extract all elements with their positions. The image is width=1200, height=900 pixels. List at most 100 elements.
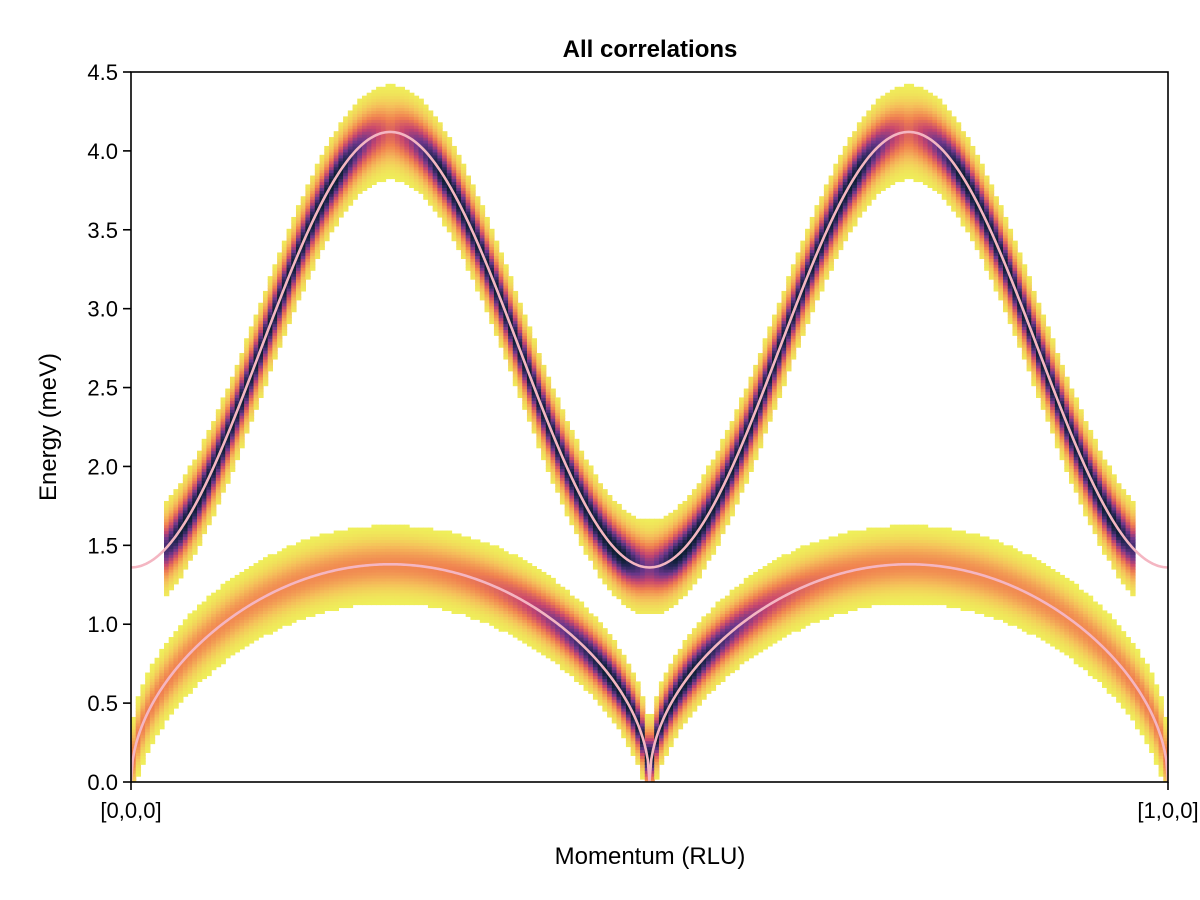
heat-cell xyxy=(366,539,372,543)
heat-cell xyxy=(196,471,203,475)
heat-cell xyxy=(484,574,490,579)
heat-cell xyxy=(140,731,146,736)
heat-cell xyxy=(503,341,509,345)
heat-cell xyxy=(409,574,415,579)
heat-cell xyxy=(442,178,448,183)
heat-cell xyxy=(437,145,443,150)
heat-cell xyxy=(493,583,500,588)
heat-cell xyxy=(545,580,552,585)
heat-cell xyxy=(262,610,269,614)
heat-cell xyxy=(423,116,429,120)
heat-cell xyxy=(286,252,292,257)
heat-cell xyxy=(291,308,297,313)
heat-cell xyxy=(173,489,179,493)
heat-cell xyxy=(394,524,401,529)
heat-cell xyxy=(347,175,354,180)
heat-cell xyxy=(460,607,467,612)
heat-cell xyxy=(376,116,382,120)
heat-cell xyxy=(380,524,387,529)
heat-cell xyxy=(206,607,212,612)
heat-cell xyxy=(413,166,420,171)
heat-cell xyxy=(338,542,344,546)
heat-cell xyxy=(225,598,231,603)
heat-cell xyxy=(437,580,443,585)
heat-cell xyxy=(220,604,226,609)
heat-cell xyxy=(286,246,292,251)
heat-cell xyxy=(168,663,175,668)
heat-cell xyxy=(442,211,448,215)
heat-cell xyxy=(517,314,523,319)
heat-cell xyxy=(526,388,533,393)
heat-cell xyxy=(522,353,528,357)
heat-cell xyxy=(182,625,189,629)
heat-cell xyxy=(220,583,226,588)
heat-cell xyxy=(324,536,330,541)
heat-cell xyxy=(239,367,245,372)
heat-cell xyxy=(394,116,401,120)
heat-cell xyxy=(338,140,344,144)
heat-cell xyxy=(196,648,203,653)
heat-cell xyxy=(404,151,410,156)
heat-cell xyxy=(244,361,250,366)
heat-cell xyxy=(248,595,255,600)
heat-cell xyxy=(328,199,335,203)
heat-cell xyxy=(248,598,255,603)
heat-cell xyxy=(182,648,189,653)
heat-cell xyxy=(380,163,387,168)
heat-cell xyxy=(526,379,533,384)
heat-cell xyxy=(512,601,519,606)
heat-cell xyxy=(338,160,344,165)
heat-cell xyxy=(310,560,316,564)
heat-cell xyxy=(239,353,245,357)
heat-cell xyxy=(413,577,420,582)
heat-cell xyxy=(291,225,297,230)
heat-cell xyxy=(178,569,184,573)
heat-cell xyxy=(404,166,410,171)
heat-cell xyxy=(423,563,429,567)
heat-cell xyxy=(286,560,292,564)
heat-cell xyxy=(258,589,264,594)
heat-cell xyxy=(220,453,226,458)
heat-cell xyxy=(281,589,288,594)
heat-cell xyxy=(475,592,481,597)
heat-cell xyxy=(324,214,330,218)
heat-cell xyxy=(229,397,236,401)
heat-cell xyxy=(187,465,193,470)
heat-cell xyxy=(343,560,349,564)
heat-cell xyxy=(517,616,523,620)
heat-cell xyxy=(277,285,283,289)
heat-cell xyxy=(192,631,198,635)
heat-cell xyxy=(404,95,410,100)
heat-cell xyxy=(371,551,377,555)
heat-cell xyxy=(489,610,495,614)
heat-cell xyxy=(310,240,316,245)
heat-cell xyxy=(399,586,405,591)
heat-cell xyxy=(343,208,349,212)
heat-cell xyxy=(262,299,269,304)
heat-cell xyxy=(456,539,462,543)
heat-cell xyxy=(508,557,514,561)
heat-cell xyxy=(479,246,486,251)
heat-cell xyxy=(206,441,212,446)
heat-cell xyxy=(479,282,486,286)
heat-cell xyxy=(300,225,306,230)
heat-cell xyxy=(536,598,542,603)
heat-cell xyxy=(352,169,358,174)
heat-cell xyxy=(361,545,368,549)
heat-cell xyxy=(277,598,283,603)
heat-cell xyxy=(357,566,363,570)
heat-cell xyxy=(536,415,542,419)
heat-cell xyxy=(262,290,269,295)
heat-cell xyxy=(328,208,335,212)
heat-cell xyxy=(493,610,500,614)
heat-cell xyxy=(470,276,476,280)
heat-cell xyxy=(371,545,377,549)
heat-cell xyxy=(239,421,245,425)
heat-cell xyxy=(442,199,448,203)
heat-cell xyxy=(229,628,236,632)
heat-cell xyxy=(220,640,226,644)
heat-cell xyxy=(531,418,537,422)
heat-cell xyxy=(512,598,519,603)
heat-cell xyxy=(347,196,354,200)
heat-cell xyxy=(399,169,405,174)
